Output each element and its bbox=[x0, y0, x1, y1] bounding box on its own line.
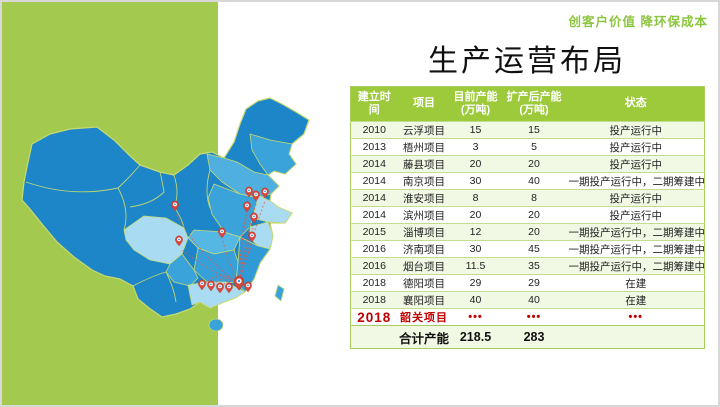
table-cell-year: 2013 bbox=[362, 141, 386, 153]
table-cell-current: 20 bbox=[469, 209, 482, 221]
table-cell-year: 2014 bbox=[362, 209, 386, 221]
totals-expanded: 283 bbox=[523, 330, 545, 344]
table-cell-status: 一期投产运行中，二期筹建中 bbox=[568, 260, 705, 273]
table-row: 2013 梧州项目 3 5 投产运行中 bbox=[350, 138, 705, 156]
table-row: 2018 襄阳项目 40 40 在建 bbox=[350, 291, 705, 309]
totals-empty-status bbox=[568, 326, 705, 349]
table-cell-current: 30 bbox=[469, 243, 482, 255]
table-cell-year: 2016 bbox=[362, 243, 386, 255]
table-cell-status: 投产运行中 bbox=[609, 192, 663, 205]
table-cell-year: 2014 bbox=[362, 192, 386, 204]
table-cell-expanded: 29 bbox=[528, 277, 540, 289]
column-header-year: 建立时 间 bbox=[350, 86, 398, 122]
table-cell-year: 2018 bbox=[362, 294, 386, 306]
taiwan-island bbox=[274, 284, 285, 302]
table-row: 2014 藤县项目 20 20 投产运行中 bbox=[350, 155, 705, 173]
table-row: 2014 南京项目 30 40 一期投产运行中，二期筹建中 bbox=[350, 172, 705, 190]
table-cell-expanded: 20 bbox=[528, 209, 540, 221]
table-cell-current: ••• bbox=[468, 311, 483, 323]
table-row: 2016 济南项目 30 45 一期投产运行中，二期筹建中 bbox=[350, 240, 705, 258]
tagline: 创客户价值 降环保成本 bbox=[568, 15, 708, 29]
totals-row: 合计产能 218.5 283 bbox=[350, 325, 705, 349]
table-cell-project: 南京项目 bbox=[403, 175, 445, 188]
column-header-status: 状态 bbox=[567, 86, 705, 122]
table-cell-expanded: 35 bbox=[528, 260, 540, 272]
table-row: 2014 淮安项目 8 8 投产运行中 bbox=[350, 189, 705, 207]
table-body: 2010 云浮项目 15 15 投产运行中 2013 梧州项目 3 5 投产运行中 2014 藤县项目… bbox=[350, 121, 705, 326]
totals-empty-year bbox=[351, 326, 398, 349]
table-cell-current: 11.5 bbox=[465, 260, 486, 272]
table-cell-expanded: 40 bbox=[528, 294, 540, 306]
table-cell-status: 投产运行中 bbox=[609, 158, 663, 171]
table-cell-expanded: 8 bbox=[531, 192, 537, 204]
table-cell-project: 济南项目 bbox=[403, 243, 445, 256]
table-cell-current: 8 bbox=[472, 192, 479, 204]
province-regions bbox=[123, 133, 297, 309]
table-row: 2010 云浮项目 15 15 投产运行中 bbox=[350, 121, 705, 139]
table-row: 2015 淄博项目 12 20 一期投产运行中，二期筹建中 bbox=[350, 223, 705, 241]
table-cell-current: 20 bbox=[469, 158, 482, 170]
table-cell-current: 30 bbox=[469, 175, 482, 187]
table-cell-year: 2014 bbox=[362, 158, 386, 170]
table-cell-project: 德阳项目 bbox=[403, 277, 445, 290]
table-cell-current: 15 bbox=[469, 124, 482, 136]
table-cell-project: 梧州项目 bbox=[403, 141, 445, 154]
table-cell-status: 一期投产运行中，二期筹建中 bbox=[568, 226, 705, 239]
table-cell-year: 2018 bbox=[357, 309, 392, 325]
column-header-expanded: 扩产后产能 (万吨) bbox=[500, 86, 568, 122]
table-cell-expanded: 5 bbox=[531, 141, 537, 153]
table-row: 2018 韶关项目 ••• ••• ••• bbox=[350, 308, 705, 326]
table-cell-expanded: ••• bbox=[526, 311, 542, 323]
table-footer: 合计产能 218.5 283 bbox=[350, 325, 705, 349]
table-cell-expanded: 20 bbox=[528, 158, 540, 170]
table-cell-current: 40 bbox=[469, 294, 482, 306]
column-header-project: 项目 bbox=[397, 86, 451, 122]
table-cell-year: 2014 bbox=[362, 175, 386, 187]
table-cell-year: 2016 bbox=[362, 260, 386, 272]
column-header-current: 目前产能 (万吨) bbox=[450, 86, 501, 122]
table-cell-status: ••• bbox=[628, 311, 644, 323]
table-cell-expanded: 40 bbox=[528, 175, 540, 187]
china-map bbox=[21, 97, 310, 332]
table-cell-status: 一期投产运行中，二期筹建中 bbox=[568, 243, 705, 256]
table-row: 2016 烟台项目 11.5 35 一期投产运行中，二期筹建中 bbox=[350, 257, 705, 275]
table-cell-status: 在建 bbox=[625, 294, 647, 307]
table-cell-project: 烟台项目 bbox=[403, 260, 445, 273]
table-cell-year: 2010 bbox=[362, 124, 386, 136]
table-cell-status: 投产运行中 bbox=[609, 124, 663, 137]
production-table: 建立时 间 项目 目前产能 (万吨) 扩产后产能 (万吨) 状态 2010 云浮项… bbox=[350, 86, 705, 349]
table-cell-project: 藤县项目 bbox=[403, 158, 445, 171]
table-cell-expanded: 45 bbox=[528, 243, 540, 255]
totals-label: 合计产能 bbox=[398, 331, 449, 346]
table-cell-expanded: 15 bbox=[528, 124, 540, 136]
table-row: 2018 德阳项目 29 29 在建 bbox=[350, 274, 705, 292]
totals-current: 218.5 bbox=[459, 330, 492, 344]
table-cell-project: 淮安项目 bbox=[403, 192, 445, 205]
table-cell-current: 29 bbox=[469, 277, 482, 289]
table-cell-project: 云浮项目 bbox=[403, 124, 445, 137]
table-cell-expanded: 20 bbox=[528, 226, 540, 238]
table-cell-status: 一期投产运行中，二期筹建中 bbox=[568, 175, 705, 188]
table-cell-project: 襄阳项目 bbox=[403, 294, 445, 307]
table-cell-current: 3 bbox=[472, 141, 479, 153]
table-cell-project: 滨州项目 bbox=[403, 209, 445, 222]
table-cell-project: 韶关项目 bbox=[400, 312, 448, 324]
table-cell-year: 2018 bbox=[362, 277, 386, 289]
table-cell-status: 投产运行中 bbox=[609, 209, 663, 222]
hainan-island bbox=[208, 318, 224, 332]
table-cell-status: 在建 bbox=[625, 277, 647, 290]
page-title: 生产运营布局 bbox=[428, 44, 626, 79]
table-header: 建立时 间 项目 目前产能 (万吨) 扩产后产能 (万吨) 状态 bbox=[350, 86, 705, 122]
table-cell-year: 2015 bbox=[362, 226, 386, 238]
table-cell-project: 淄博项目 bbox=[403, 226, 445, 239]
table-row: 2014 滨州项目 20 20 投产运行中 bbox=[350, 206, 705, 224]
table-cell-status: 投产运行中 bbox=[609, 141, 663, 154]
table-cell-current: 12 bbox=[469, 226, 482, 238]
